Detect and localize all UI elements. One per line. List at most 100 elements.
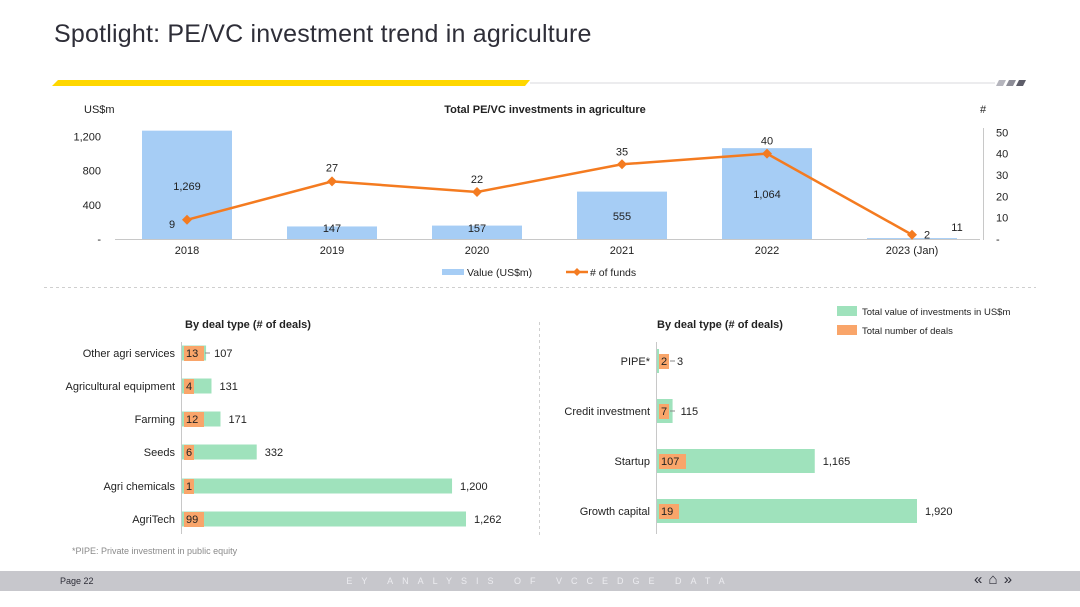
- deal-type-label: PIPE*: [621, 356, 651, 368]
- title-dash-3: [1016, 80, 1026, 86]
- value-bar: [432, 225, 522, 239]
- funds-marker: [617, 159, 627, 170]
- value-bar: [657, 349, 659, 373]
- value-label: 1,200: [460, 481, 488, 493]
- deal-type-chart-right: By deal type (# of deals) 2 3 PIPE* 7 115 Cre…: [564, 319, 953, 534]
- funds-label: 22: [471, 174, 483, 186]
- top-chart-y2-ticks: - 10 20 30 40 50: [996, 127, 1008, 246]
- category-label: 2021: [610, 245, 634, 257]
- next-page-icon[interactable]: »: [1003, 571, 1014, 588]
- deal-type-label: Agri chemicals: [103, 481, 175, 493]
- top-chart-y2label: #: [980, 104, 987, 116]
- footer-bar: [0, 571, 1080, 591]
- deal-type-label: Credit investment: [564, 406, 650, 418]
- footer-source-text: EY ANALYSIS OF VCCEDGE DATA: [346, 576, 734, 586]
- title-dash-1: [996, 80, 1006, 86]
- y-tick-label: 800: [83, 166, 101, 178]
- value-label: 131: [219, 381, 237, 393]
- y2-tick-label: -: [996, 234, 1000, 246]
- y2-tick-label: 10: [996, 213, 1008, 225]
- home-icon[interactable]: ⌂: [988, 571, 999, 588]
- deal-type-label: Growth capital: [580, 506, 650, 518]
- deals-label: 1: [186, 481, 192, 493]
- left-chart-title: By deal type (# of deals): [185, 319, 311, 331]
- value-bar: [577, 191, 667, 239]
- value-label: 3: [677, 356, 683, 368]
- top-chart-y-ticks: - 400 800 1,200: [73, 132, 101, 246]
- y-tick-label: 1,200: [73, 132, 101, 144]
- funds-marker: [907, 229, 917, 240]
- deals-box: [184, 512, 204, 527]
- deals-label: 99: [186, 514, 198, 526]
- category-label: 2019: [320, 245, 344, 257]
- category-label: 2022: [755, 245, 779, 257]
- funds-marker: [472, 187, 482, 198]
- right-chart-title: By deal type (# of deals): [657, 319, 783, 331]
- funds-label: 9: [169, 219, 175, 231]
- legend-swatch-total-value: [837, 306, 857, 316]
- deals-box: [184, 346, 204, 361]
- deals-label: 4: [186, 381, 192, 393]
- y-tick-label: 400: [83, 200, 101, 212]
- total-investments-chart: US$m Total PE/VC investments in agricult…: [73, 104, 1008, 279]
- deals-box: [184, 379, 194, 394]
- value-label: 1,262: [474, 514, 502, 526]
- title-dash-2: [1006, 80, 1016, 86]
- funds-label: 2: [924, 230, 930, 242]
- deals-label: 19: [661, 506, 673, 518]
- deals-box: [659, 354, 669, 369]
- top-chart-line: 9 27 22 35 40 2: [169, 136, 930, 242]
- value-label: 107: [214, 348, 232, 360]
- prev-page-icon[interactable]: «: [974, 571, 984, 588]
- deals-label: 2: [661, 356, 667, 368]
- legend-marker-funds: [573, 268, 581, 276]
- legend-number-deals-label: Total number of deals: [862, 326, 953, 337]
- deal-type-label: AgriTech: [132, 514, 175, 526]
- legend-funds-label: # of funds: [590, 267, 636, 279]
- legend-total-value-label: Total value of investments in US$m: [862, 307, 1010, 318]
- deals-box: [659, 454, 686, 469]
- funds-label: 27: [326, 162, 338, 174]
- value-bar: [657, 499, 917, 523]
- top-chart-bars: 1,269 147 157 555 1,064 11: [142, 130, 963, 239]
- footer-nav: « ⌂ »: [974, 571, 1013, 588]
- footnote: *PIPE: Private investment in public equi…: [72, 546, 238, 556]
- legend-swatch-number-deals: [837, 325, 857, 335]
- legend-value-label: Value (US$m): [467, 267, 532, 279]
- deals-label: 13: [186, 348, 198, 360]
- funds-marker: [327, 176, 337, 187]
- y2-tick-label: 40: [996, 149, 1008, 161]
- value-label: 115: [681, 406, 699, 418]
- deal-type-chart-left: By deal type (# of deals) 13 107 Other agr…: [66, 319, 502, 534]
- deal-type-label: Farming: [135, 414, 175, 426]
- value-bar: [722, 148, 812, 239]
- deals-label: 7: [661, 406, 667, 418]
- deal-type-label: Startup: [615, 456, 650, 468]
- funds-label: 35: [616, 146, 628, 158]
- y2-tick-label: 50: [996, 127, 1008, 139]
- deals-box: [184, 479, 194, 494]
- value-bar-label: 157: [468, 223, 486, 235]
- value-label: 171: [228, 414, 246, 426]
- value-bar: [182, 478, 453, 494]
- top-chart-categories: 2018 2019 2020 2021 2022 2023 (Jan): [175, 245, 939, 257]
- funds-label: 40: [761, 136, 773, 148]
- top-chart-ylabel: US$m: [84, 104, 115, 116]
- value-label: 1,920: [925, 506, 953, 518]
- deals-box: [184, 412, 204, 427]
- value-label: 332: [265, 447, 283, 459]
- deal-type-label: Other agri services: [83, 348, 176, 360]
- page-number: Page 22: [60, 576, 94, 586]
- value-bar-label: 1,269: [173, 181, 201, 193]
- deals-box: [659, 504, 679, 519]
- deals-box: [659, 404, 669, 419]
- deals-label: 6: [186, 447, 192, 459]
- top-chart-title: Total PE/VC investments in agriculture: [444, 104, 646, 116]
- y2-tick-label: 30: [996, 170, 1008, 182]
- value-bar: [182, 511, 466, 527]
- funds-line: [186, 152, 913, 236]
- value-bar-label: 555: [613, 211, 631, 223]
- value-bar-label: 147: [323, 223, 341, 235]
- right-chart-bars: 2 3 PIPE* 7 115 Credit investment 107 1,165 Star…: [564, 349, 953, 523]
